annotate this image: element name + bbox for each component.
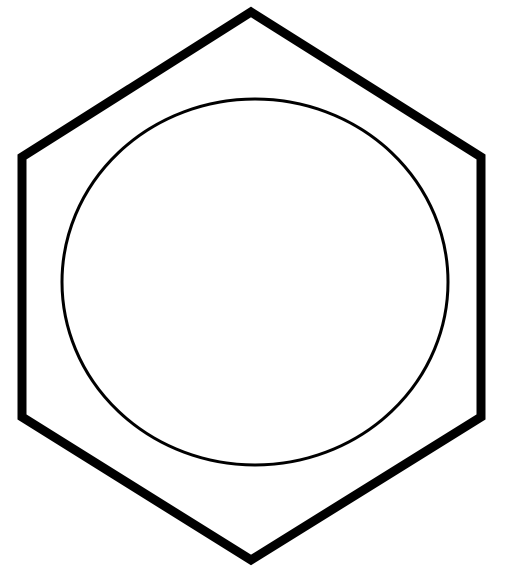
inner-circle xyxy=(60,97,450,467)
hexagon-outline xyxy=(17,6,486,566)
